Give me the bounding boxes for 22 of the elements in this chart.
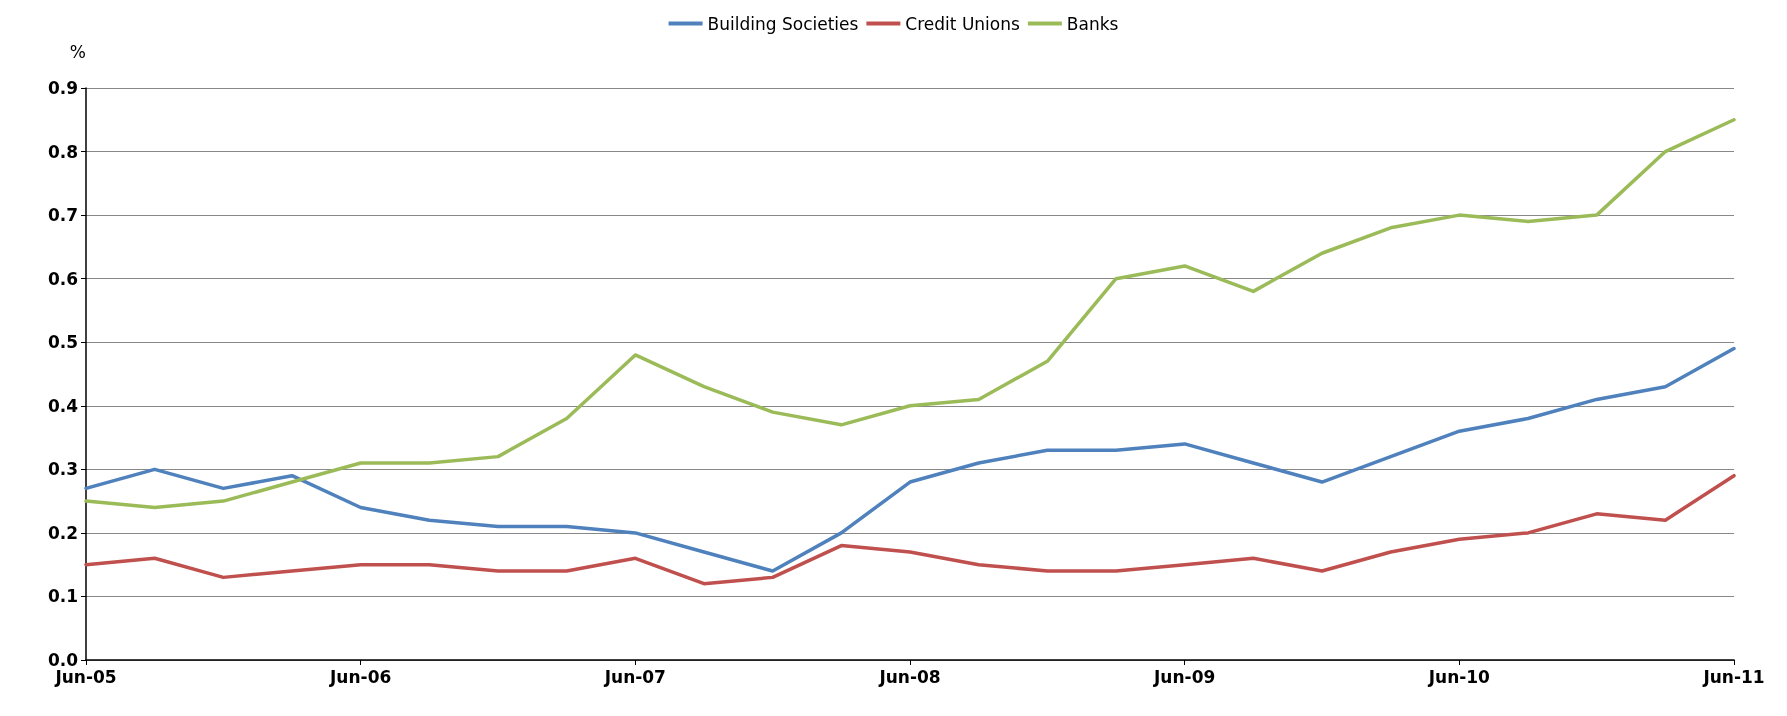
y-tick-label: 0.4 (47, 395, 79, 416)
y-tick-label: 0.5 (47, 332, 78, 353)
x-tick-label: Jun-06 (329, 666, 392, 687)
legend-label: Credit Unions (905, 13, 1021, 34)
y-tick-label: 0.7 (47, 205, 78, 226)
y-tick-label: 0.8 (47, 141, 78, 162)
legend-label: Banks (1066, 13, 1119, 34)
line-series (84, 473, 1736, 586)
y-tick-label: 0.2 (47, 522, 78, 543)
x-tick-label: Jun-07 (603, 666, 666, 687)
y-tick-label: 0.6 (47, 268, 78, 289)
x-tick-label: Jun-08 (878, 666, 941, 687)
x-tick-label: Jun-10 (1427, 666, 1491, 687)
line-series (84, 118, 1736, 510)
legend-label: Building Societies (707, 13, 859, 34)
y-tick-label: 0.1 (47, 586, 78, 607)
x-tick-label: Jun-09 (1153, 666, 1216, 687)
line-series (84, 346, 1736, 573)
y-tick-label: 0.3 (47, 459, 78, 480)
y-tick-label: 0.9 (47, 78, 78, 98)
y-axis-title: % (69, 41, 86, 62)
x-tick-label: Jun-11 (1702, 666, 1765, 687)
